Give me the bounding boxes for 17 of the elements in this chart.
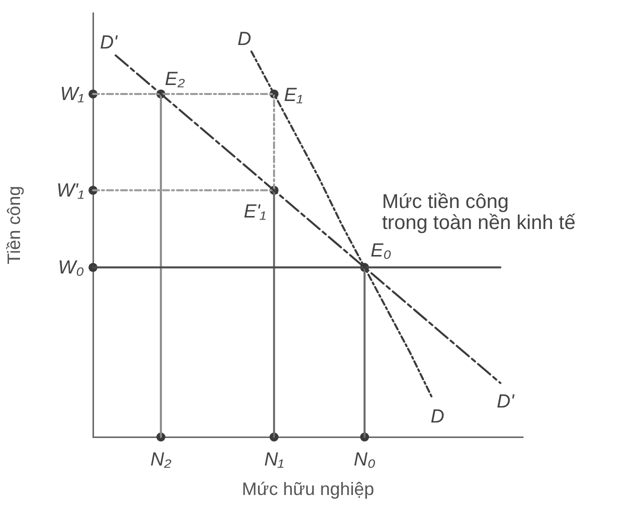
y-axis-title: Tiền công	[4, 186, 24, 264]
text: D	[430, 406, 444, 428]
annotation: E₁	[284, 85, 303, 106]
series-label: W'₁	[56, 180, 84, 202]
series-label: D	[238, 28, 252, 50]
annotation: Mức tiền công trong toàn nền kinh tế	[382, 191, 576, 234]
x-tick-label: N₁	[264, 450, 284, 471]
x-axis-title: Mức hữu nghiệp	[242, 479, 374, 500]
x-tick-label: N₂	[150, 450, 172, 471]
text: D'	[496, 391, 514, 412]
series-label: W₁	[60, 84, 84, 106]
annotation: E₀	[370, 240, 392, 262]
series-label: W₀	[58, 258, 84, 279]
annotation: E'₁	[244, 202, 266, 223]
annotation: E₂	[164, 69, 186, 90]
series-label: D'	[100, 32, 119, 54]
x-tick-label: N₀	[354, 450, 376, 471]
